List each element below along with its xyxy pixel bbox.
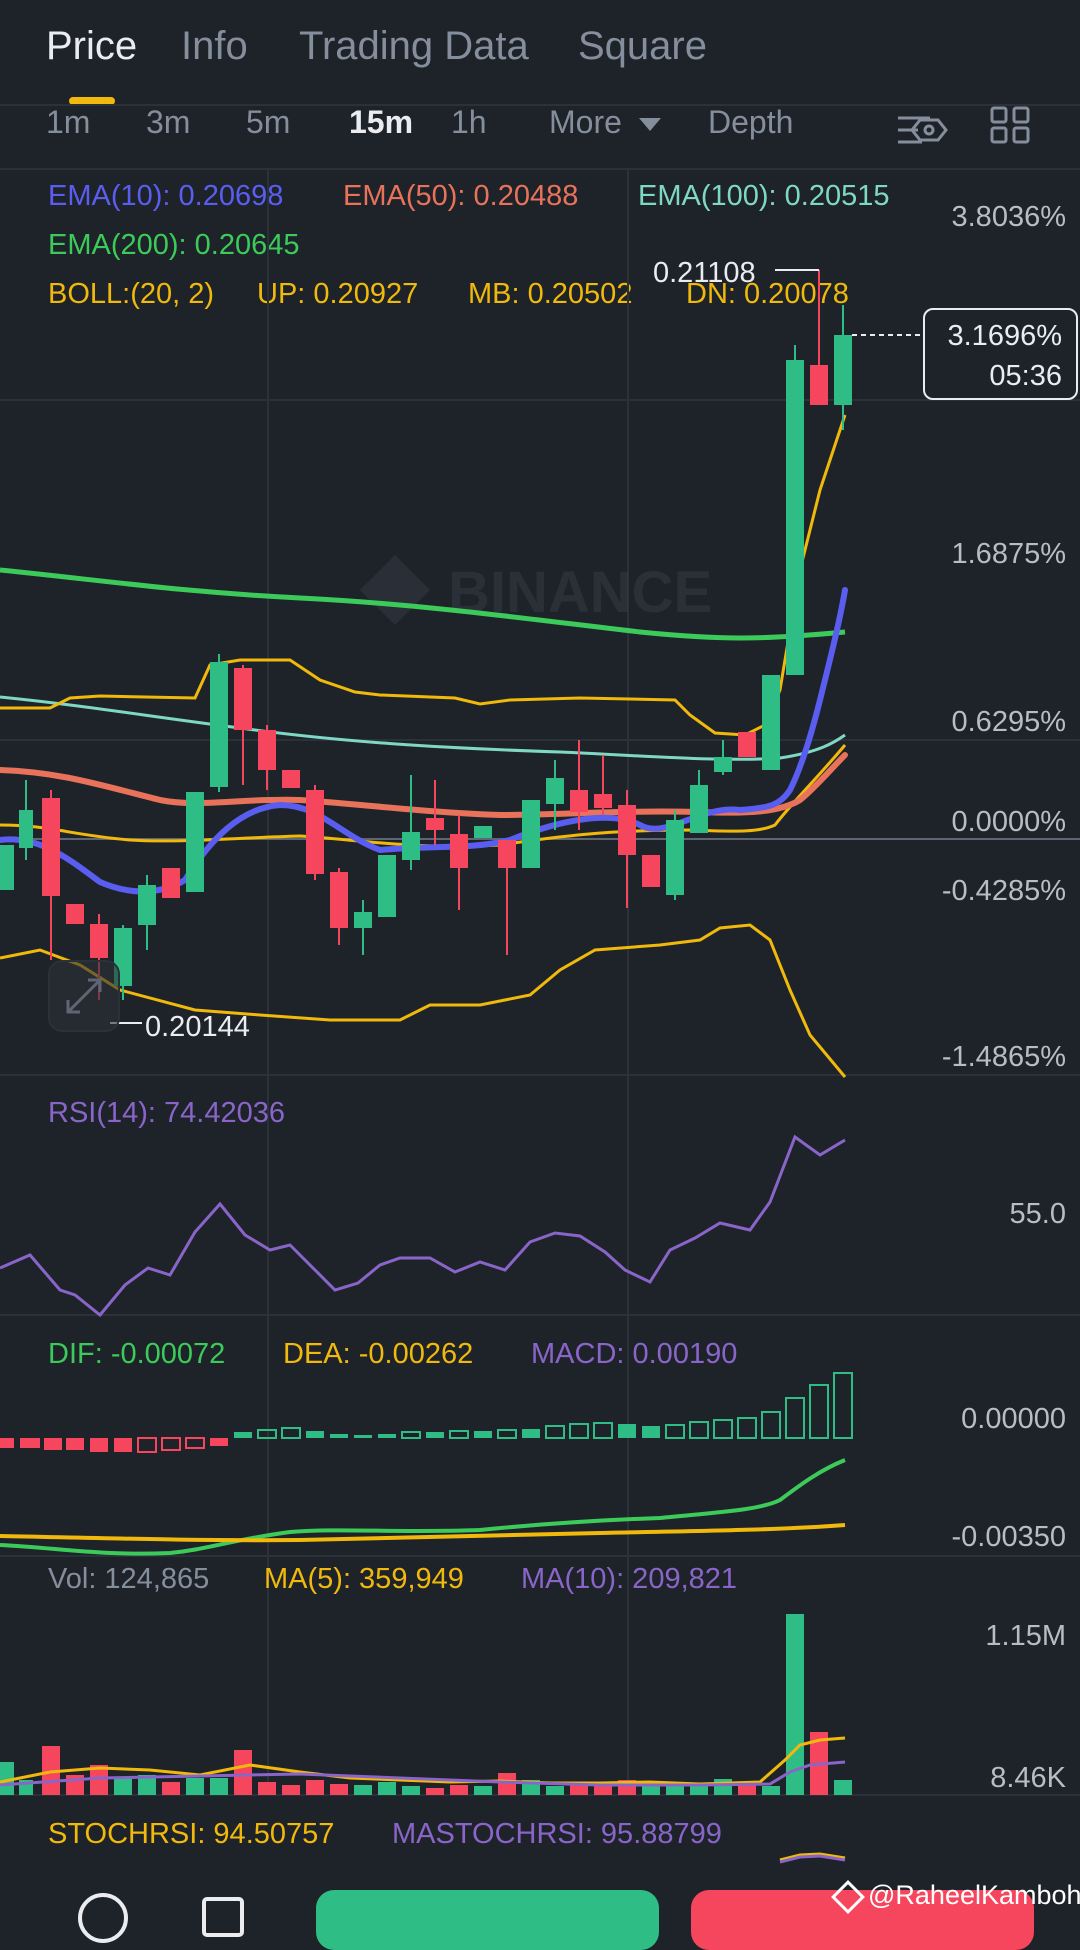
tab-square[interactable]: Square [578,24,707,68]
more-label: More [549,104,622,140]
binance-logo-icon [831,1879,865,1914]
candle [738,732,756,757]
candle [642,855,660,887]
ema10-label[interactable]: EMA(10): 0.20698 [48,180,284,212]
candle [522,800,540,868]
expand-chart-icon[interactable] [48,960,120,1032]
rsi-line [0,1134,846,1318]
candle [474,826,492,838]
axis-tick: 1.6875% [951,538,1067,570]
volume-label[interactable]: Vol: 124,865 [48,1563,210,1595]
grid-layout-icon[interactable] [990,106,1030,144]
interval-3m[interactable]: 3m [146,104,191,140]
mastochrsi-line [779,1854,846,1864]
interval-5m[interactable]: 5m [246,104,291,140]
boll-dn-label: DN: 0.20078 [686,278,849,310]
low-price-marker: 0.20144 [145,1011,250,1043]
macd-dea-label: DEA: -0.00262 [283,1338,474,1370]
macd-axis-tick: -0.00350 [951,1521,1067,1553]
dropdown-triangle-icon [638,118,661,132]
more-intervals-dropdown[interactable]: More [549,104,661,141]
more-options-icon[interactable] [78,1893,128,1943]
dif-line [0,1458,846,1556]
boll-up-label: UP: 0.20927 [257,278,419,310]
axis-tick: 0.6295% [951,706,1067,738]
macd-value-label: MACD: 0.00190 [531,1338,738,1370]
indicator-settings-icon[interactable] [898,116,948,144]
ema100-label[interactable]: EMA(100): 0.20515 [638,180,890,212]
candle [282,770,300,788]
binance-logo-icon [360,555,430,625]
volume-ma5-label: MA(5): 359,949 [264,1563,464,1595]
ema200-line [0,567,846,641]
candle [66,904,84,924]
stochrsi-label[interactable]: STOCHRSI: 94.50757 [48,1818,335,1850]
vol-ma10-line [0,1760,846,1787]
boll-label[interactable]: BOLL:(20, 2) [48,278,215,310]
volume-ma10-label: MA(10): 209,821 [521,1563,738,1595]
volume-bars [0,1614,852,1795]
macd-axis-tick: 0.00000 [961,1403,1066,1435]
candle [378,855,396,917]
current-price-badge: 3.1696% 05:36 [923,308,1078,400]
candle [186,792,204,892]
tab-info[interactable]: Info [181,24,248,68]
candle [0,845,14,890]
stochrsi-line [779,1852,846,1862]
candle [162,868,180,898]
interval-1m[interactable]: 1m [46,104,91,140]
axis-tick: 3.8036% [951,201,1067,233]
volume-axis-tick: 1.15M [985,1620,1066,1652]
tab-trading-data[interactable]: Trading Data [299,24,529,68]
interval-15m[interactable]: 15m [349,104,414,140]
ema100-line [0,695,846,761]
ema50-label[interactable]: EMA(50): 0.20488 [343,180,579,212]
depth-tab[interactable]: Depth [708,104,794,140]
candlesticks [0,270,852,1000]
interval-divider [0,168,1080,170]
user-watermark: @RaheelKamboh [831,1879,1080,1914]
tab-price[interactable]: Price [46,24,138,68]
volume-axis-tick: 8.46K [990,1762,1066,1794]
ema50-line [0,752,848,819]
axis-tick: -0.4285% [941,875,1066,907]
dea-line [0,1523,846,1543]
high-price-marker: 0.21108 [653,257,756,289]
interval-1h[interactable]: 1h [451,104,487,140]
axis-tick: 0.0000% [951,806,1067,838]
price-change-percent: 3.1696% [947,320,1063,352]
orders-icon[interactable] [202,1897,244,1937]
chart-grid [0,170,1080,1796]
buy-button[interactable] [316,1890,659,1950]
boll-lower-line [0,923,847,1078]
rsi-label[interactable]: RSI(14): 74.42036 [48,1097,285,1129]
candle [762,675,780,770]
candle-countdown: 05:36 [989,360,1062,392]
rsi-axis-tick: 55.0 [1009,1198,1066,1230]
macd-dif-label[interactable]: DIF: -0.00072 [48,1338,226,1370]
boll-upper-line [0,414,847,737]
mastochrsi-label: MASTOCHRSI: 95.88799 [392,1818,722,1850]
boll-mb-label: MB: 0.20502 [468,278,633,310]
ema200-label[interactable]: EMA(200): 0.20645 [48,229,300,261]
tabs-divider [0,104,1080,106]
macd-histogram [0,1372,853,1453]
axis-tick: -1.4865% [941,1041,1066,1073]
active-tab-indicator [69,97,115,105]
